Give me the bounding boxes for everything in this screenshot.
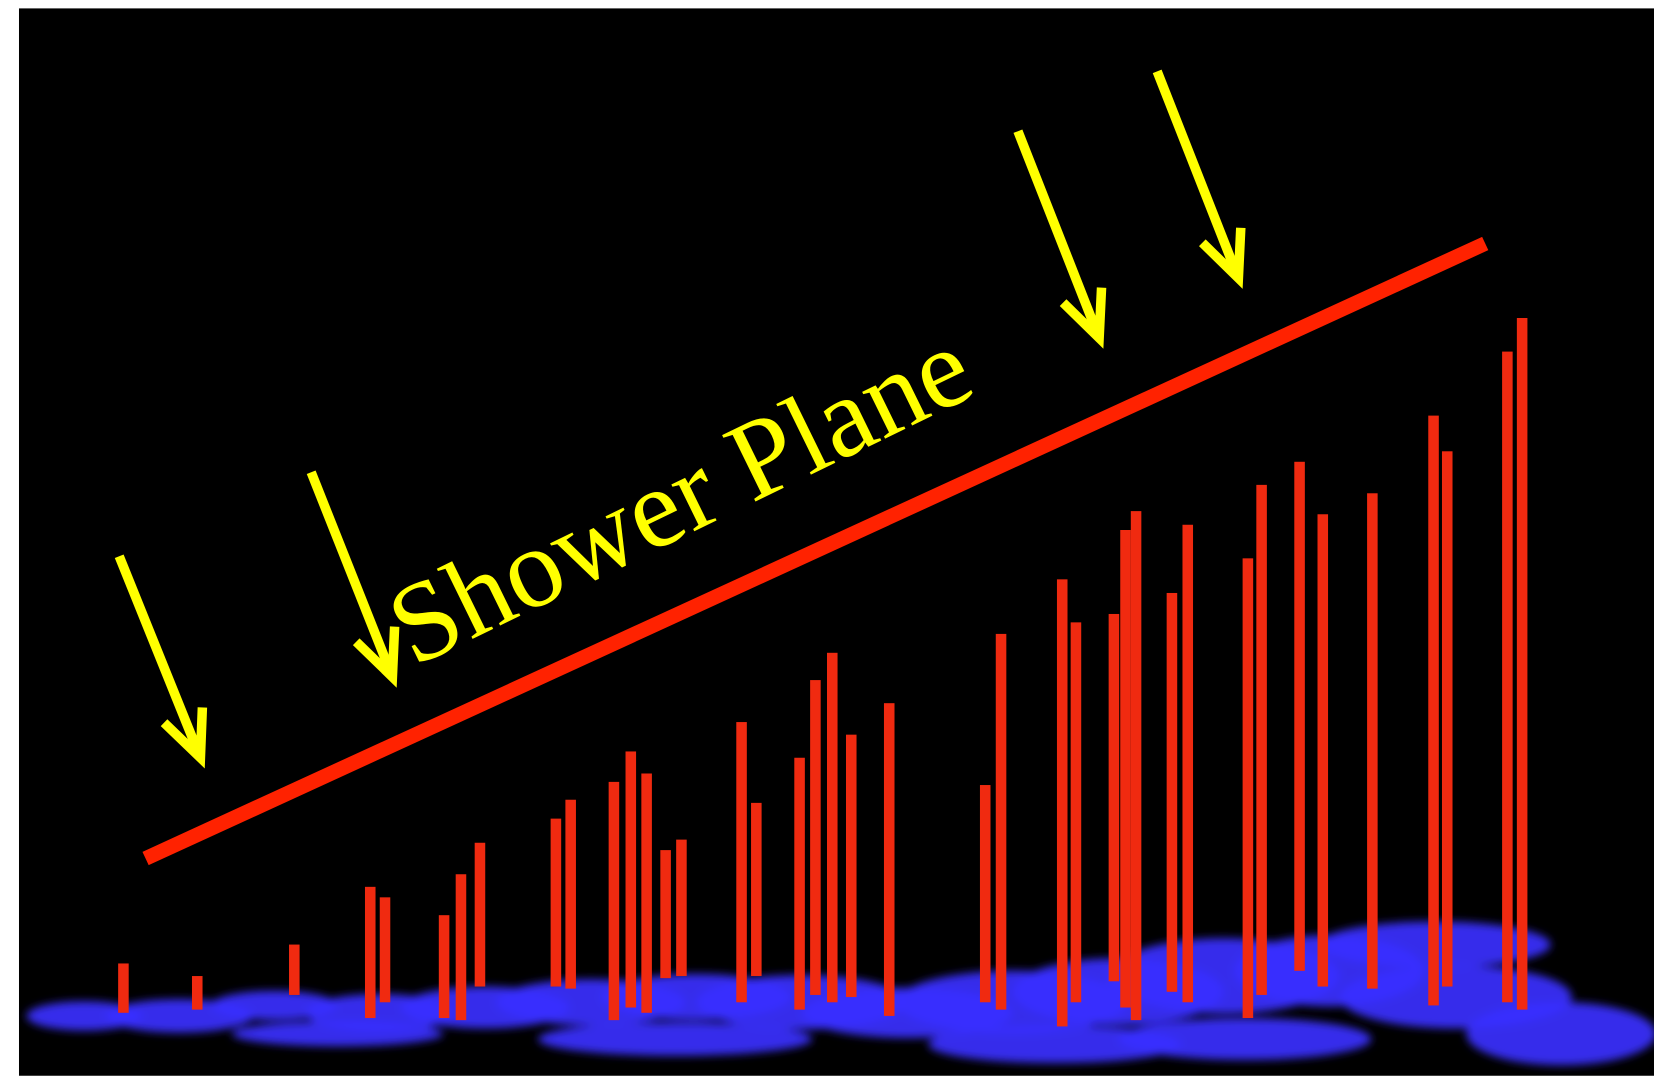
signal-bar bbox=[1071, 622, 1082, 1002]
signal-bar bbox=[660, 850, 671, 978]
signal-bar bbox=[751, 803, 762, 976]
signal-bar bbox=[1167, 593, 1178, 992]
signal-bar bbox=[1318, 514, 1329, 986]
signal-bar bbox=[118, 963, 129, 1012]
signal-bar bbox=[884, 703, 895, 1016]
signal-bar bbox=[1367, 493, 1378, 988]
signal-bar bbox=[439, 915, 450, 1018]
signal-bar bbox=[1243, 558, 1254, 1018]
detector-blob bbox=[232, 1021, 443, 1046]
signal-bar bbox=[1182, 525, 1193, 1003]
signal-bar bbox=[289, 945, 300, 995]
slide-image: Shower Plane bbox=[0, 0, 1654, 1081]
signal-bar bbox=[1442, 451, 1453, 986]
detector-blob bbox=[1466, 1002, 1654, 1065]
signal-bar bbox=[1131, 511, 1142, 1020]
signal-bar bbox=[380, 897, 391, 1002]
detector-blob bbox=[538, 1022, 812, 1056]
signal-bar bbox=[551, 819, 562, 987]
signal-bar bbox=[996, 634, 1007, 1010]
signal-bar bbox=[1057, 579, 1068, 1026]
signal-bar bbox=[980, 785, 991, 1002]
signal-bar bbox=[1502, 352, 1513, 1003]
signal-bar bbox=[1428, 416, 1439, 1006]
signal-bar bbox=[365, 887, 376, 1018]
signal-bar bbox=[456, 874, 467, 1020]
signal-bar bbox=[565, 800, 576, 989]
signal-bar bbox=[1109, 614, 1120, 981]
detector-blob bbox=[928, 1025, 1181, 1063]
signal-bar bbox=[626, 751, 637, 1007]
signal-bar bbox=[736, 722, 747, 1002]
signal-bar bbox=[1517, 318, 1528, 1010]
signal-bar bbox=[641, 773, 652, 1012]
signal-bar bbox=[794, 758, 805, 1010]
signal-bar bbox=[827, 653, 838, 1002]
signal-bar bbox=[475, 843, 486, 987]
page: Shower Plane (() => { const data = JSON.… bbox=[0, 0, 1654, 1081]
signal-bar bbox=[609, 782, 620, 1020]
signal-bar bbox=[810, 680, 821, 995]
signal-bar bbox=[1294, 462, 1305, 971]
signal-bar bbox=[1256, 485, 1267, 995]
signal-bar bbox=[676, 840, 687, 976]
signal-bar bbox=[192, 976, 203, 1010]
signal-bar bbox=[1120, 530, 1131, 1008]
signal-bar bbox=[846, 735, 857, 997]
